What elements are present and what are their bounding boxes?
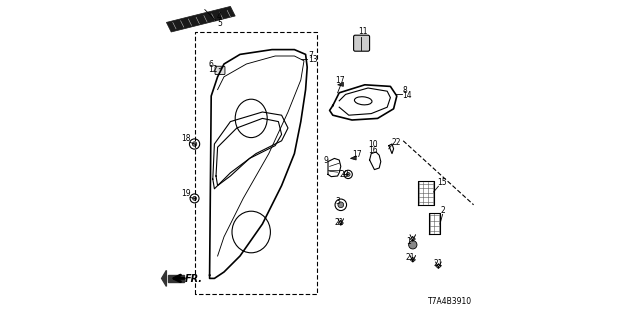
Text: 21: 21 <box>334 218 344 227</box>
Polygon shape <box>166 6 236 32</box>
Circle shape <box>192 142 197 146</box>
Text: FR.: FR. <box>185 274 203 284</box>
Circle shape <box>346 172 350 176</box>
Text: 20: 20 <box>339 170 349 179</box>
Text: 8: 8 <box>403 86 407 95</box>
Text: 2: 2 <box>440 206 445 215</box>
Text: 12: 12 <box>209 65 218 74</box>
Text: 13: 13 <box>308 55 317 64</box>
Text: 21: 21 <box>434 259 443 268</box>
Text: 16: 16 <box>368 146 378 155</box>
Text: 1: 1 <box>406 237 410 246</box>
Polygon shape <box>168 275 184 282</box>
Polygon shape <box>338 82 344 86</box>
Text: 17: 17 <box>352 150 362 159</box>
Circle shape <box>193 196 196 200</box>
Circle shape <box>409 241 417 249</box>
Text: 17: 17 <box>335 76 345 85</box>
Text: 7: 7 <box>308 51 313 60</box>
Text: 11: 11 <box>358 27 368 36</box>
FancyBboxPatch shape <box>354 35 370 51</box>
Circle shape <box>338 202 344 208</box>
Text: 22: 22 <box>391 138 401 147</box>
Text: 9: 9 <box>324 156 329 165</box>
Text: 21: 21 <box>406 253 415 262</box>
Text: 6: 6 <box>209 60 214 69</box>
Polygon shape <box>161 270 166 286</box>
Text: 15: 15 <box>437 178 447 187</box>
Text: 5: 5 <box>217 19 222 28</box>
Text: T7A4B3910: T7A4B3910 <box>428 297 472 306</box>
Text: 4: 4 <box>217 12 222 21</box>
Polygon shape <box>351 156 356 160</box>
FancyBboxPatch shape <box>215 66 225 75</box>
Text: 19: 19 <box>181 189 191 198</box>
Text: 10: 10 <box>368 140 378 149</box>
Text: 18: 18 <box>181 134 190 143</box>
Text: 3: 3 <box>335 197 340 206</box>
Text: 14: 14 <box>403 91 412 100</box>
